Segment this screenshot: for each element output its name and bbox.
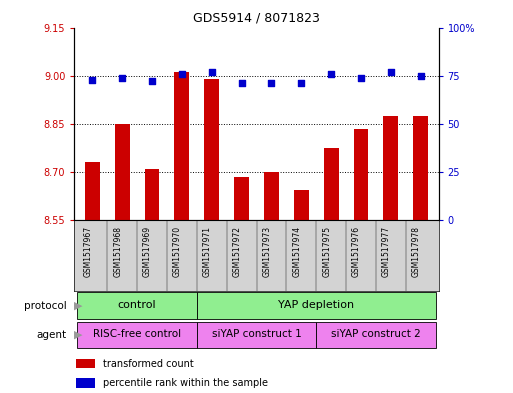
Text: GSM1517970: GSM1517970: [173, 226, 182, 277]
Text: agent: agent: [36, 330, 67, 340]
Text: GSM1517975: GSM1517975: [322, 226, 331, 277]
Point: [387, 69, 395, 75]
Text: GSM1517967: GSM1517967: [83, 226, 92, 277]
Text: control: control: [118, 300, 156, 310]
Text: protocol: protocol: [24, 301, 67, 310]
Point: [267, 80, 275, 86]
Bar: [264, 172, 279, 220]
Point: [238, 80, 246, 86]
Bar: [77, 322, 197, 348]
Point: [357, 74, 365, 81]
Bar: [174, 72, 189, 220]
Text: GSM1517977: GSM1517977: [382, 226, 391, 277]
Bar: [204, 79, 219, 220]
Point: [208, 69, 216, 75]
Text: GSM1517978: GSM1517978: [412, 226, 421, 277]
Text: GSM1517971: GSM1517971: [203, 226, 212, 277]
Bar: [197, 292, 436, 319]
Bar: [85, 162, 100, 220]
Text: GSM1517973: GSM1517973: [263, 226, 271, 277]
Bar: [353, 129, 368, 220]
Bar: [197, 322, 316, 348]
Text: GSM1517974: GSM1517974: [292, 226, 301, 277]
Bar: [324, 148, 339, 220]
Bar: [413, 116, 428, 220]
Text: GSM1517968: GSM1517968: [113, 226, 122, 277]
Bar: [75, 358, 95, 369]
Text: siYAP construct 2: siYAP construct 2: [331, 329, 421, 340]
Bar: [316, 322, 436, 348]
Bar: [145, 169, 160, 220]
Bar: [75, 378, 95, 388]
Point: [148, 78, 156, 84]
Text: percentile rank within the sample: percentile rank within the sample: [103, 378, 268, 388]
Text: YAP depletion: YAP depletion: [278, 300, 354, 310]
Text: ▶: ▶: [74, 330, 83, 340]
Text: ▶: ▶: [74, 301, 83, 310]
Text: GSM1517969: GSM1517969: [143, 226, 152, 277]
Bar: [77, 292, 197, 319]
Text: RISC-free control: RISC-free control: [93, 329, 181, 340]
Point: [118, 74, 126, 81]
Bar: [294, 189, 309, 220]
Point: [327, 71, 335, 77]
Point: [178, 71, 186, 77]
Text: siYAP construct 1: siYAP construct 1: [212, 329, 301, 340]
Bar: [115, 124, 130, 220]
Point: [297, 80, 305, 86]
Bar: [383, 116, 398, 220]
Point: [88, 76, 96, 83]
Text: GSM1517976: GSM1517976: [352, 226, 361, 277]
Text: transformed count: transformed count: [103, 358, 193, 369]
Point: [417, 72, 425, 79]
Title: GDS5914 / 8071823: GDS5914 / 8071823: [193, 12, 320, 25]
Bar: [234, 177, 249, 220]
Text: GSM1517972: GSM1517972: [232, 226, 242, 277]
